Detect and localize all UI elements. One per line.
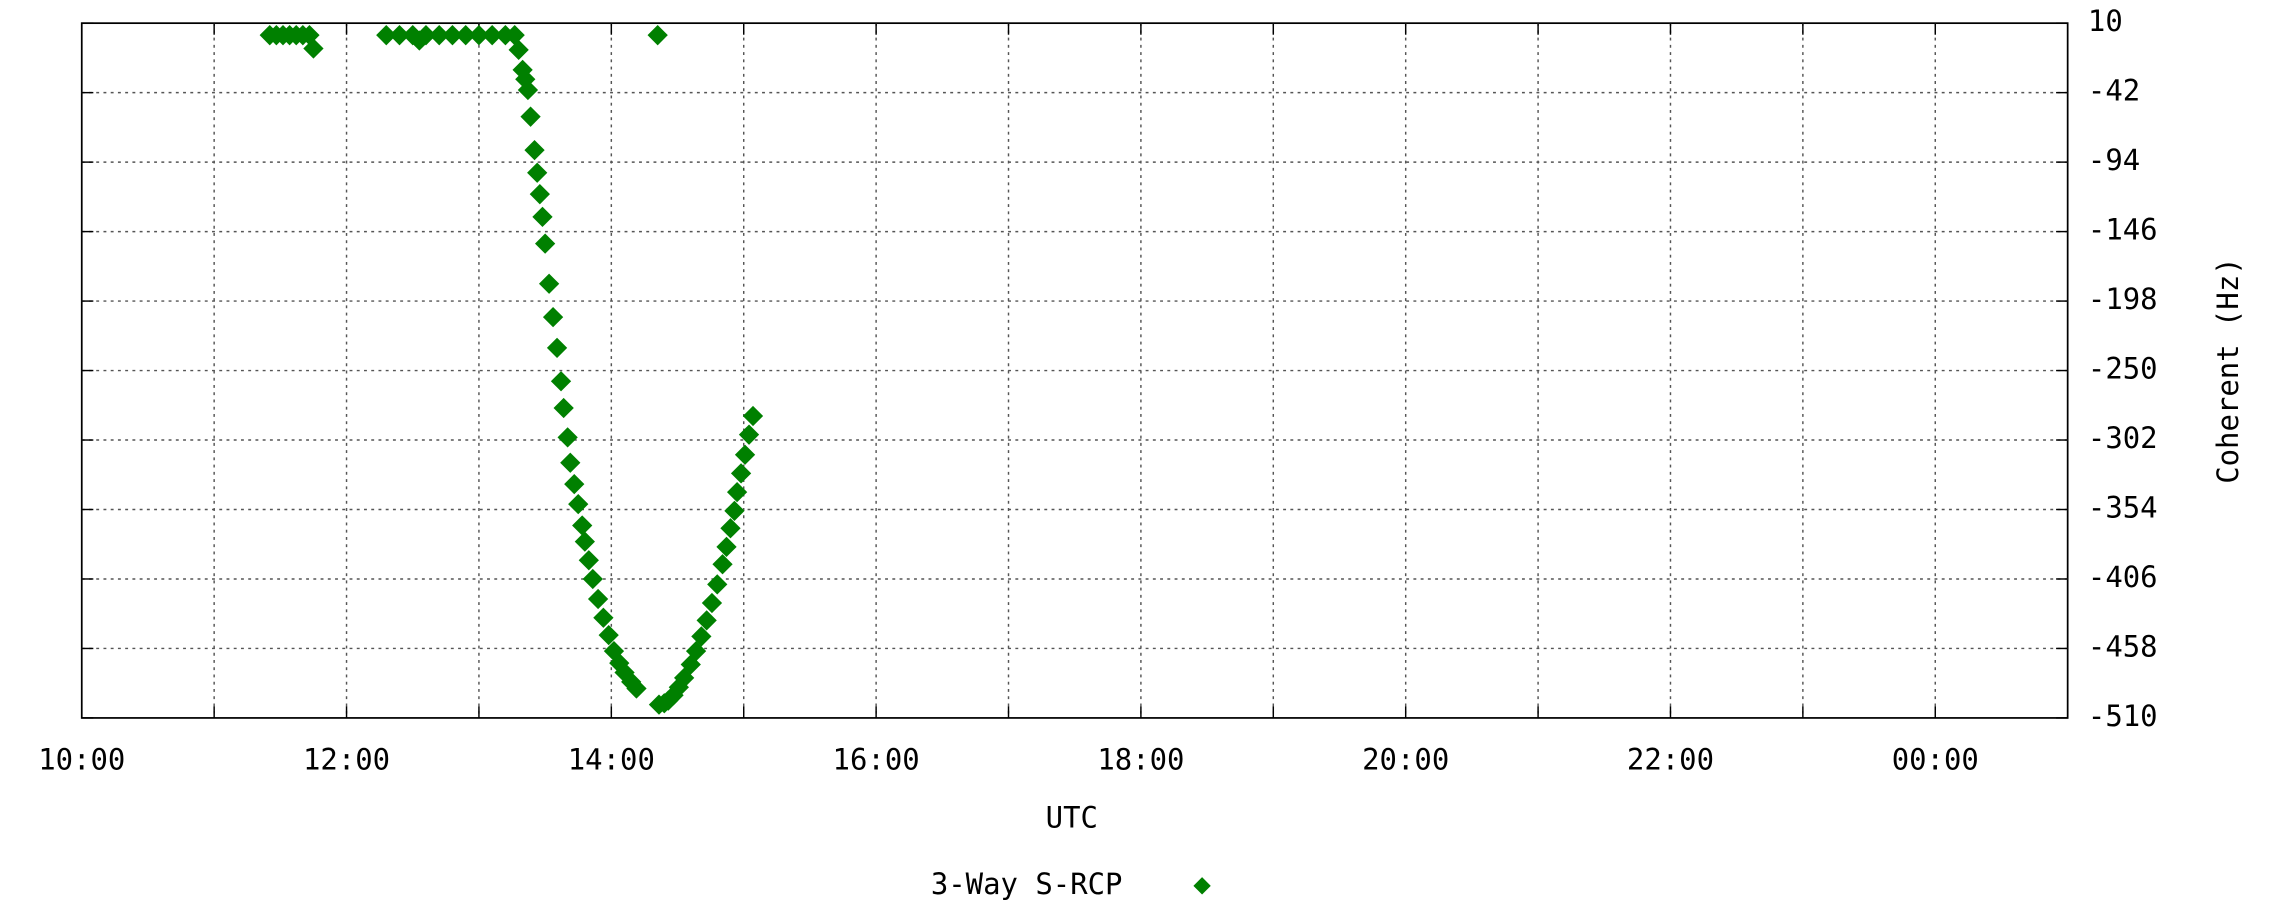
data-point [553, 397, 574, 419]
data-point [482, 25, 503, 46]
data-point [524, 139, 545, 161]
data-point [542, 306, 564, 328]
data-point [529, 184, 550, 205]
x-tick-label: 20:00 [1362, 742, 1449, 776]
data-point [557, 427, 578, 448]
data-point [587, 588, 609, 610]
y-tick-label: -94 [2088, 143, 2140, 177]
data-point [546, 337, 568, 358]
x-tick-label: 00:00 [1892, 742, 1979, 776]
data-point [442, 25, 463, 46]
data-point [389, 25, 410, 46]
x-tick-label: 10:00 [38, 742, 125, 776]
data-point [647, 25, 668, 46]
data-point [564, 473, 585, 495]
data-point [538, 273, 560, 294]
legend-label: 3-Way S-RCP [931, 867, 1123, 901]
y-tick-label: -250 [2088, 352, 2158, 386]
data-point [517, 79, 539, 101]
data-point [626, 678, 647, 699]
data-point [520, 106, 541, 127]
data-point [598, 624, 619, 646]
data-point [730, 463, 752, 484]
data-point [742, 405, 764, 427]
y-tick-label: -458 [2088, 629, 2158, 663]
x-tick-label: 22:00 [1627, 742, 1714, 776]
y-tick-label: 10 [2088, 4, 2123, 38]
data-point [582, 568, 603, 590]
data-point [680, 654, 701, 675]
y-tick-label: -42 [2088, 74, 2140, 108]
y-axis-label: Coherent (Hz) [2211, 257, 2245, 483]
data-point [429, 25, 450, 46]
legend-marker [1193, 877, 1211, 895]
data-point [712, 554, 733, 575]
y-tick-label: -302 [2088, 421, 2158, 455]
data-point [720, 518, 741, 539]
data-point [691, 626, 712, 647]
data-point [685, 640, 707, 662]
data-point [574, 531, 595, 552]
x-tick-label: 12:00 [303, 742, 390, 776]
data-point [527, 162, 548, 183]
data-point [724, 500, 745, 521]
data-point [696, 610, 717, 631]
data-point [734, 444, 756, 465]
x-axis-label: UTC [1046, 800, 1098, 834]
data-point [593, 607, 614, 628]
x-tick-label: 18:00 [1097, 742, 1184, 776]
x-tick-label: 16:00 [833, 742, 920, 776]
data-point [532, 206, 553, 228]
data-point [376, 25, 397, 46]
y-tick-label: -146 [2088, 213, 2158, 247]
data-point [701, 592, 723, 614]
data-point [716, 536, 737, 558]
y-tick-label: -354 [2088, 491, 2158, 525]
y-tick-label: -406 [2088, 560, 2158, 594]
data-point [568, 494, 589, 515]
data-point [707, 574, 728, 595]
y-tick-label: -198 [2088, 282, 2158, 316]
data-point [535, 233, 556, 254]
x-tick-label: 14:00 [568, 742, 655, 776]
data-point [508, 39, 529, 61]
y-tick-label: -510 [2088, 699, 2158, 733]
data-point [578, 550, 599, 571]
data-point [550, 371, 572, 392]
data-point [738, 424, 760, 445]
data-point [560, 452, 581, 473]
data-point [726, 482, 748, 503]
data-point [572, 515, 593, 536]
data-point [303, 38, 324, 59]
data-point [504, 25, 525, 46]
